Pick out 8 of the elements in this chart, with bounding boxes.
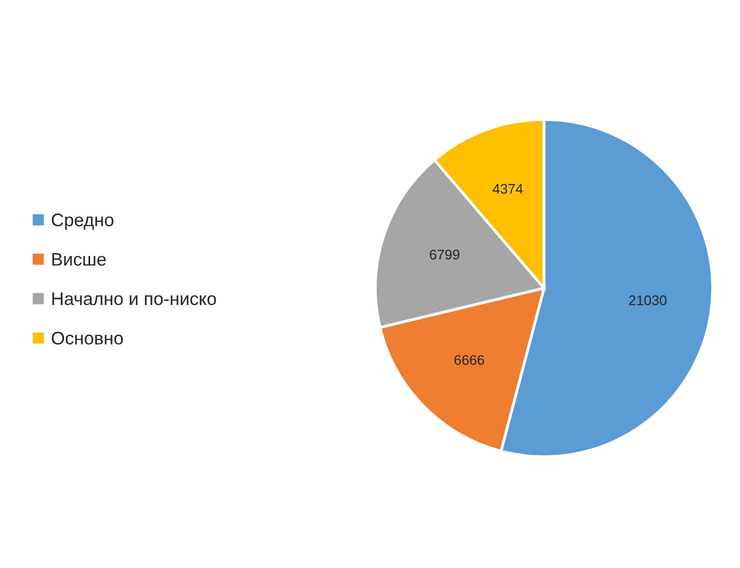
- legend-label: Основно: [52, 332, 123, 345]
- data-label: 21030: [629, 295, 666, 306]
- legend-label: Висше: [52, 253, 106, 266]
- data-label: 4374: [492, 184, 523, 194]
- data-label: 6799: [430, 250, 460, 260]
- data-label: 6666: [454, 355, 484, 365]
- legend-label: Начално и по-ниско: [52, 292, 216, 306]
- legend-label: Средно: [52, 214, 114, 230]
